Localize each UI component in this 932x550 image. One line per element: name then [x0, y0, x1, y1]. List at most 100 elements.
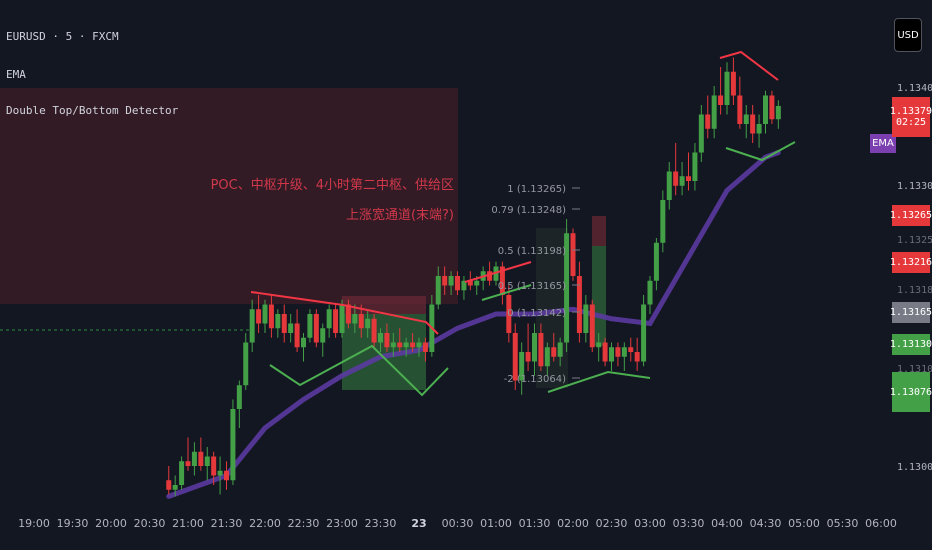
candle-body	[281, 314, 287, 333]
time-axis-label: 21:00	[172, 517, 204, 530]
candle-body	[634, 352, 640, 362]
fib-level-label: 0.79 (1.13248)	[491, 205, 566, 216]
candle-body	[718, 95, 724, 105]
double-bottom-line-3	[547, 370, 651, 393]
symbol-legend[interactable]: EURUSD · 5 · FXCM	[6, 30, 119, 43]
candle-body	[262, 304, 268, 324]
time-axis-label: 00:30	[442, 517, 474, 530]
candle-body	[544, 347, 550, 367]
candle-body	[224, 470, 229, 481]
time-axis-label: 02:00	[557, 517, 589, 530]
candle-body	[576, 276, 582, 333]
candle-body	[294, 323, 300, 348]
time-axis-label: 19:00	[18, 517, 50, 530]
candle-body	[410, 342, 416, 348]
currency-button[interactable]: USD	[894, 18, 922, 52]
price-box-value: 1.13076	[889, 386, 932, 398]
price-box-countdown: 02:25	[895, 117, 927, 128]
fib-level-label: 1 (1.13265)	[507, 184, 566, 195]
candle-body	[621, 347, 627, 357]
time-axis-label: 03:30	[673, 517, 705, 530]
time-axis-label: 19:30	[57, 517, 89, 530]
candle-body	[403, 342, 409, 348]
time-axis-label: 20:30	[134, 517, 166, 530]
time-axis-label: 05:00	[788, 517, 820, 530]
ema-legend[interactable]: EMA	[6, 68, 26, 81]
candle-body	[191, 451, 197, 466]
candle-body	[435, 276, 441, 305]
time-axis-label: 01:00	[480, 517, 512, 530]
candle-body	[288, 323, 294, 333]
candle-body	[679, 176, 685, 186]
zone-annotation-line2: 上涨宽通道(末端?)	[345, 208, 454, 223]
ema-line	[166, 150, 781, 499]
time-axis-label: 22:00	[249, 517, 281, 530]
candle-body	[339, 304, 345, 333]
candle-body	[378, 333, 383, 343]
double-top-line-2	[464, 261, 532, 283]
price-box-fib-high: 1.13265	[890, 205, 932, 226]
double-bottom-line-1	[269, 344, 449, 397]
time-axis-label: 22:30	[288, 517, 320, 530]
candle-body	[307, 314, 313, 338]
candle-body	[743, 114, 749, 124]
candle-body	[320, 328, 326, 343]
candle-body	[390, 342, 396, 348]
time-axis-label: 02:30	[596, 517, 628, 530]
candle-body	[647, 280, 653, 305]
double-bottom-line-2	[481, 284, 532, 301]
candle-body	[333, 309, 339, 333]
price-box-value: 1.13216	[889, 257, 932, 268]
candle-body	[384, 333, 390, 348]
time-axis-label: 04:00	[711, 517, 743, 530]
candle-body	[602, 342, 608, 362]
candle-body	[365, 318, 371, 329]
candle-body	[641, 304, 647, 362]
price-axis-tick: 1.13400	[897, 83, 932, 94]
candle-body	[326, 309, 332, 329]
candle-body	[461, 280, 467, 291]
ema-price-tag: EMA	[870, 134, 896, 153]
price-box-level-4: 1.13076	[889, 372, 932, 412]
candle-body	[698, 114, 704, 153]
price-axis-faint-tick: 1.13100	[897, 364, 932, 375]
candle-body	[775, 105, 781, 120]
double-top-line-3	[719, 50, 779, 81]
double-top-line-1	[250, 291, 439, 335]
candle-body	[256, 309, 262, 324]
candle-body	[455, 276, 460, 291]
time-axis-label: 01:30	[519, 517, 551, 530]
candle-body	[763, 95, 768, 124]
candle-body	[416, 342, 422, 348]
candle-body	[628, 347, 634, 352]
candle-body	[198, 451, 204, 466]
candle-body	[519, 352, 525, 381]
double-top-bottom-legend[interactable]: Double Top/Bottom Detector	[6, 104, 179, 117]
candle-body	[448, 276, 454, 286]
candle-body	[172, 485, 178, 490]
fib-level-label: -2 (1.13064)	[504, 374, 566, 385]
candle-body	[512, 333, 518, 381]
supply-zone-box	[0, 88, 458, 304]
candle-body	[609, 347, 614, 362]
time-axis-label: 23	[411, 517, 426, 530]
candle-body	[442, 276, 448, 286]
time-axis-label: 06:00	[865, 517, 897, 530]
price-box-last-price: 1.13379 02:25	[890, 97, 932, 137]
price-box-value: 1.13130	[889, 339, 932, 350]
candle-body	[692, 152, 698, 181]
time-axis-label: 20:00	[95, 517, 127, 530]
candle-body	[686, 176, 691, 181]
candle-body	[166, 480, 172, 490]
price-axis-tick: 1.13300	[897, 181, 932, 192]
candle-body	[756, 124, 762, 134]
zone-annotation-line1: POC、中枢升级、4小时第二中枢、供给区	[210, 178, 454, 193]
candle-body	[249, 309, 255, 343]
candle-body	[217, 470, 223, 476]
candle-body	[525, 352, 531, 362]
candle-body	[487, 271, 493, 281]
candle-body	[358, 314, 364, 329]
price-axis-faint-tick: 1.13183	[897, 285, 932, 296]
